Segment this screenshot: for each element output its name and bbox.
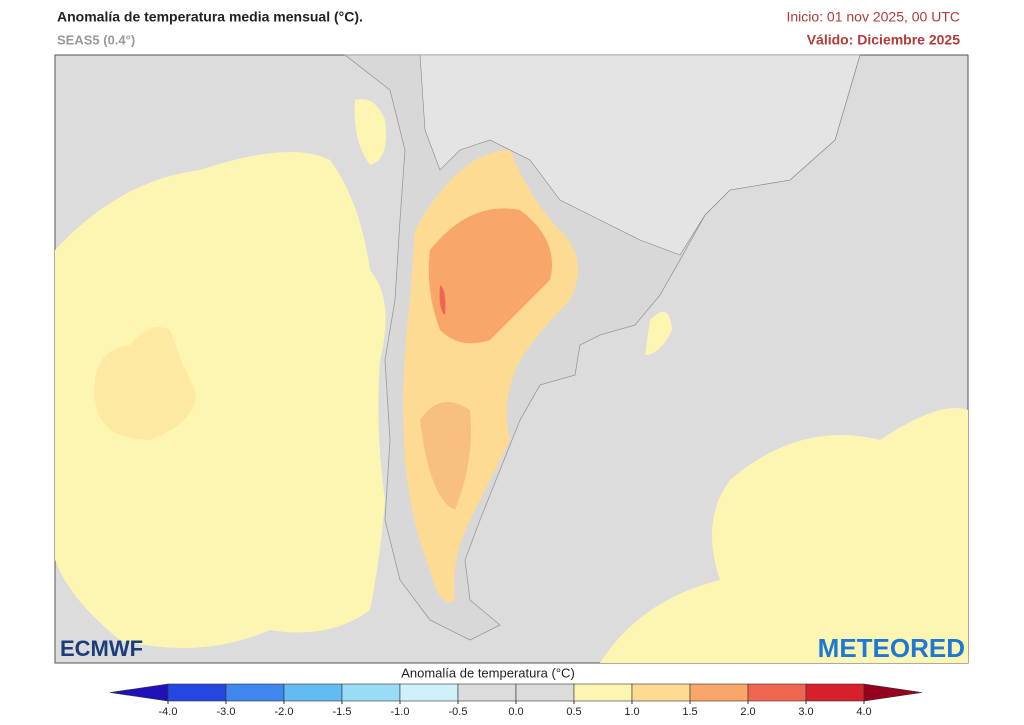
colorbar-extend-high <box>863 683 923 702</box>
colorbar-segment <box>283 683 343 702</box>
valid-time: Válido: Diciembre 2025 <box>807 32 961 48</box>
colorbar-tick-label: -2.0 <box>275 706 294 718</box>
colorbar-segment <box>399 683 459 702</box>
colorbar-tick-label: 4.0 <box>856 706 871 718</box>
colorbar-segment <box>631 683 691 702</box>
init-time: Inicio: 01 nov 2025, 00 UTC <box>786 9 960 25</box>
colorbar-tick-label: 3.0 <box>798 706 813 718</box>
subtitle: SEAS5 (0.4°) <box>57 32 135 47</box>
meteored-logo: METEORED <box>818 633 965 663</box>
colorbar-tick-label: -1.0 <box>391 706 410 718</box>
colorbar-segment <box>747 683 807 702</box>
colorbar-segment <box>457 683 517 702</box>
colorbar-segment <box>225 683 285 702</box>
ecmwf-logo: ECMWF <box>60 636 143 661</box>
colorbar-tick-label: 1.0 <box>624 706 639 718</box>
colorbar-tick-label: -0.5 <box>449 706 468 718</box>
colorbar-segment <box>341 683 401 702</box>
colorbar-tick-label: 1.5 <box>682 706 697 718</box>
colorbar-tick-label: 0.5 <box>566 706 581 718</box>
colorbar-segment <box>573 683 633 702</box>
colorbar-tick-label: 0.0 <box>508 706 523 718</box>
colorbar-segment <box>689 683 749 702</box>
colorbar: -4.0 -3.0 -2.0 -1.5 -1.0 -0.5 0.0 0.5 1.0 1.5 2.0 3… <box>109 683 923 718</box>
colorbar-extend-low <box>109 683 169 702</box>
colorbar-tick-label: 2.0 <box>740 706 755 718</box>
colorbar-tick-label: -3.0 <box>217 706 236 718</box>
map <box>54 54 969 664</box>
legend-title: Anomalía de temperatura (°C) <box>401 665 575 680</box>
colorbar-tick-label: -4.0 <box>159 706 178 718</box>
colorbar-segment <box>805 683 865 702</box>
title: Anomalía de temperatura media mensual (°… <box>57 9 363 25</box>
colorbar-tick-label: -1.5 <box>333 706 352 718</box>
colorbar-segment <box>515 683 575 702</box>
colorbar-segment <box>167 683 227 702</box>
